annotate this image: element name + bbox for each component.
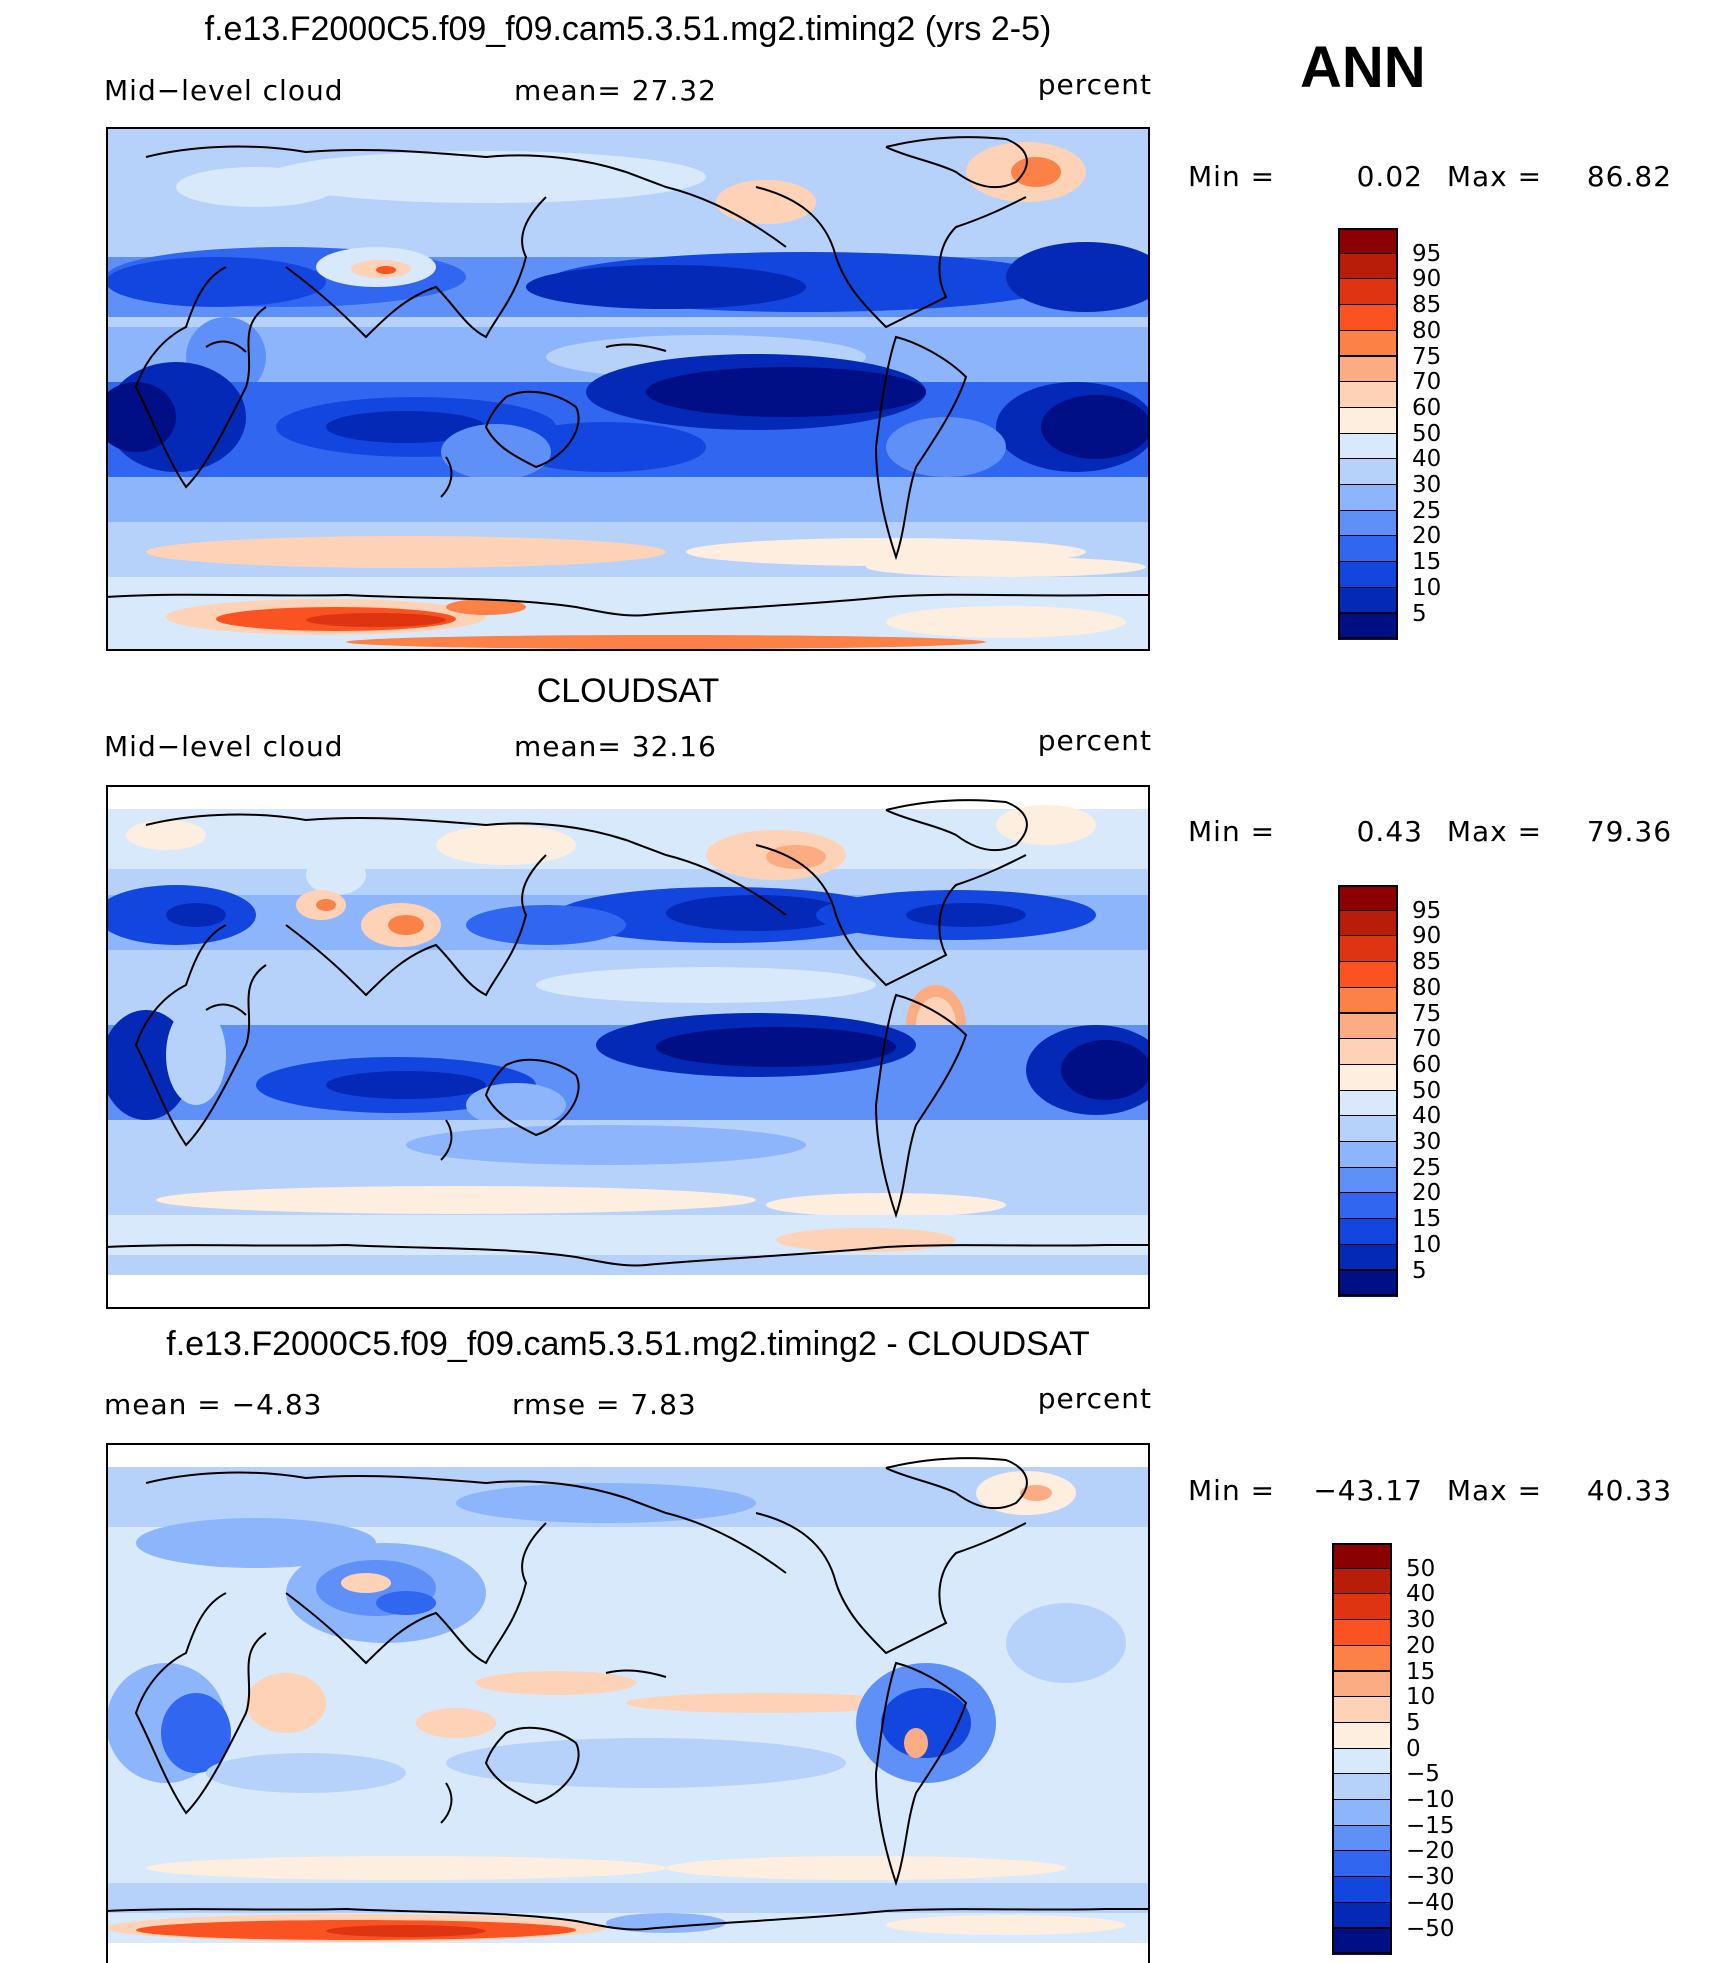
panel-diff-max-value: 40.33 xyxy=(1586,1474,1673,1507)
colorbar-tick-label: 50 xyxy=(1406,1555,1436,1582)
panel-diff-min-value: −43.17 xyxy=(1313,1474,1423,1507)
panel-obs-map xyxy=(106,785,1150,1309)
colorbar-tick-label: 95 xyxy=(1412,240,1442,267)
colorbar-swatch xyxy=(1332,1620,1392,1647)
panel-model-minmax: Min = 0.02 Max = 86.82 xyxy=(1188,160,1672,193)
colorbar-swatch xyxy=(1332,1568,1392,1596)
colorbar-tick-label: 40 xyxy=(1412,1103,1442,1130)
colorbar-swatch xyxy=(1338,1167,1398,1195)
colorbar-tick-label: 15 xyxy=(1406,1658,1436,1685)
panel-diff-units-label: percent xyxy=(1037,1382,1152,1415)
colorbar-tick-label: 10 xyxy=(1412,1231,1442,1258)
colorbar-tick-label: 10 xyxy=(1406,1684,1436,1711)
colorbar-tick-label: 85 xyxy=(1412,292,1442,319)
colorbar-swatch xyxy=(1332,1825,1392,1853)
panel-obs-mean-label: mean= 32.16 xyxy=(514,730,717,763)
colorbar-tick-label: 70 xyxy=(1412,1026,1442,1053)
colorbar-tick-label: −50 xyxy=(1406,1915,1455,1942)
season-label: ANN xyxy=(1300,35,1426,100)
panel-obs-units-label: percent xyxy=(1037,724,1152,757)
colorbar-swatch xyxy=(1338,382,1398,409)
colorbar-tick-label: 5 xyxy=(1412,1257,1427,1284)
panel-model-map xyxy=(106,127,1150,651)
colorbar-tick-label: 80 xyxy=(1412,974,1442,1001)
panel-diff-min-label: Min = xyxy=(1188,1474,1276,1507)
colorbar-swatch xyxy=(1338,305,1398,332)
colorbar-tick-label: −40 xyxy=(1406,1889,1455,1916)
colorbar-tick-label: 15 xyxy=(1412,1206,1442,1233)
panel-diff-mean-label: mean = −4.83 xyxy=(104,1388,323,1421)
panel-model-mean-label: mean= 27.32 xyxy=(514,74,717,107)
panel-obs-map-svg xyxy=(106,785,1150,1309)
colorbar-tick-label: 85 xyxy=(1412,949,1442,976)
colorbar-swatch xyxy=(1332,1877,1392,1904)
colorbar-tick-label: 75 xyxy=(1412,1000,1442,1027)
colorbar-swatch xyxy=(1338,1142,1398,1169)
panel-obs-min-label: Min = xyxy=(1188,815,1276,848)
colorbar-frame xyxy=(1332,1543,1392,1955)
colorbar-swatch xyxy=(1332,1928,1392,1956)
colorbar-tick-label: −15 xyxy=(1406,1812,1455,1839)
colorbar-tick-label: 95 xyxy=(1412,897,1442,924)
panel-diff-rmse-label: rmse = 7.83 xyxy=(512,1388,697,1421)
colorbar-tick-label: −30 xyxy=(1406,1864,1455,1891)
colorbar-tick-label: 90 xyxy=(1412,923,1442,950)
colorbar-tick-label: 70 xyxy=(1412,369,1442,396)
colorbar-frame xyxy=(1338,228,1398,640)
panel-diff-map-svg xyxy=(106,1443,1150,1963)
colorbar-tick-label: 30 xyxy=(1412,472,1442,498)
panel-diff-max-label: Max = xyxy=(1446,1474,1543,1507)
colorbar-tick-label: 80 xyxy=(1412,317,1442,344)
colorbar-tick-label: 10 xyxy=(1412,574,1442,601)
colorbar-tick-label: 75 xyxy=(1412,343,1442,370)
colorbar-tick-label: 50 xyxy=(1412,1077,1442,1104)
colorbar-tick-label: 40 xyxy=(1406,1581,1436,1608)
panel-model-min-label: Min = xyxy=(1188,160,1276,193)
colorbar-tick-label: 5 xyxy=(1406,1709,1421,1736)
colorbar-tick-label: 50 xyxy=(1412,420,1442,447)
panel-obs-max-value: 79.36 xyxy=(1586,815,1673,848)
panel-model-min-value: 0.02 xyxy=(1356,160,1423,193)
panel-model-map-svg xyxy=(106,127,1150,651)
panel-model-max-label: Max = xyxy=(1446,160,1543,193)
colorbar-swatch xyxy=(1338,536,1398,564)
colorbar-swatch xyxy=(1338,433,1398,461)
panel-obs-title: CLOUDSAT xyxy=(536,672,720,710)
colorbar-tick-label: −20 xyxy=(1406,1838,1455,1865)
colorbar-tick-label: 30 xyxy=(1406,1607,1436,1634)
colorbar-frame xyxy=(1338,885,1398,1297)
colorbar-tick-label: 30 xyxy=(1412,1129,1442,1155)
panel-model-variable-label: Mid−level cloud xyxy=(104,74,344,107)
panel-diff-minmax: Min = −43.17 Max = 40.33 xyxy=(1188,1474,1672,1507)
colorbar-tick-label: 60 xyxy=(1412,394,1442,421)
colorbar-tick-label: 5 xyxy=(1412,600,1427,627)
colorbar-tick-label: 60 xyxy=(1412,1051,1442,1078)
colorbar-tick-label: −10 xyxy=(1406,1787,1455,1813)
colorbar-tick-label: 90 xyxy=(1412,266,1442,293)
colorbar-tick-label: 40 xyxy=(1412,446,1442,473)
panel-obs-variable-label: Mid−level cloud xyxy=(104,730,344,763)
panel-obs-min-value: 0.43 xyxy=(1356,815,1423,848)
panel-model-units-label: percent xyxy=(1037,68,1152,101)
colorbar-swatch xyxy=(1338,987,1398,1015)
panel-obs-max-label: Max = xyxy=(1446,815,1543,848)
colorbar-tick-label: 25 xyxy=(1412,1154,1442,1181)
colorbar-tick-label: 15 xyxy=(1412,549,1442,576)
colorbar-tick-label: −5 xyxy=(1406,1761,1440,1788)
panel-model-title: f.e13.F2000C5.f09_f09.cam5.3.51.mg2.timi… xyxy=(204,10,1052,48)
panel-diff-map xyxy=(106,1443,1150,1963)
colorbar-tick-label: 20 xyxy=(1406,1632,1436,1659)
colorbar-tick-label: 20 xyxy=(1412,1180,1442,1207)
colorbar-tick-label: 0 xyxy=(1406,1735,1421,1762)
panel-diff-title: f.e13.F2000C5.f09_f09.cam5.3.51.mg2.timi… xyxy=(166,1325,1090,1363)
panel-obs-minmax: Min = 0.43 Max = 79.36 xyxy=(1188,815,1672,848)
colorbar-tick-label: 25 xyxy=(1412,497,1442,524)
panel-model-max-value: 86.82 xyxy=(1586,160,1673,193)
colorbar-tick-label: 20 xyxy=(1412,523,1442,550)
